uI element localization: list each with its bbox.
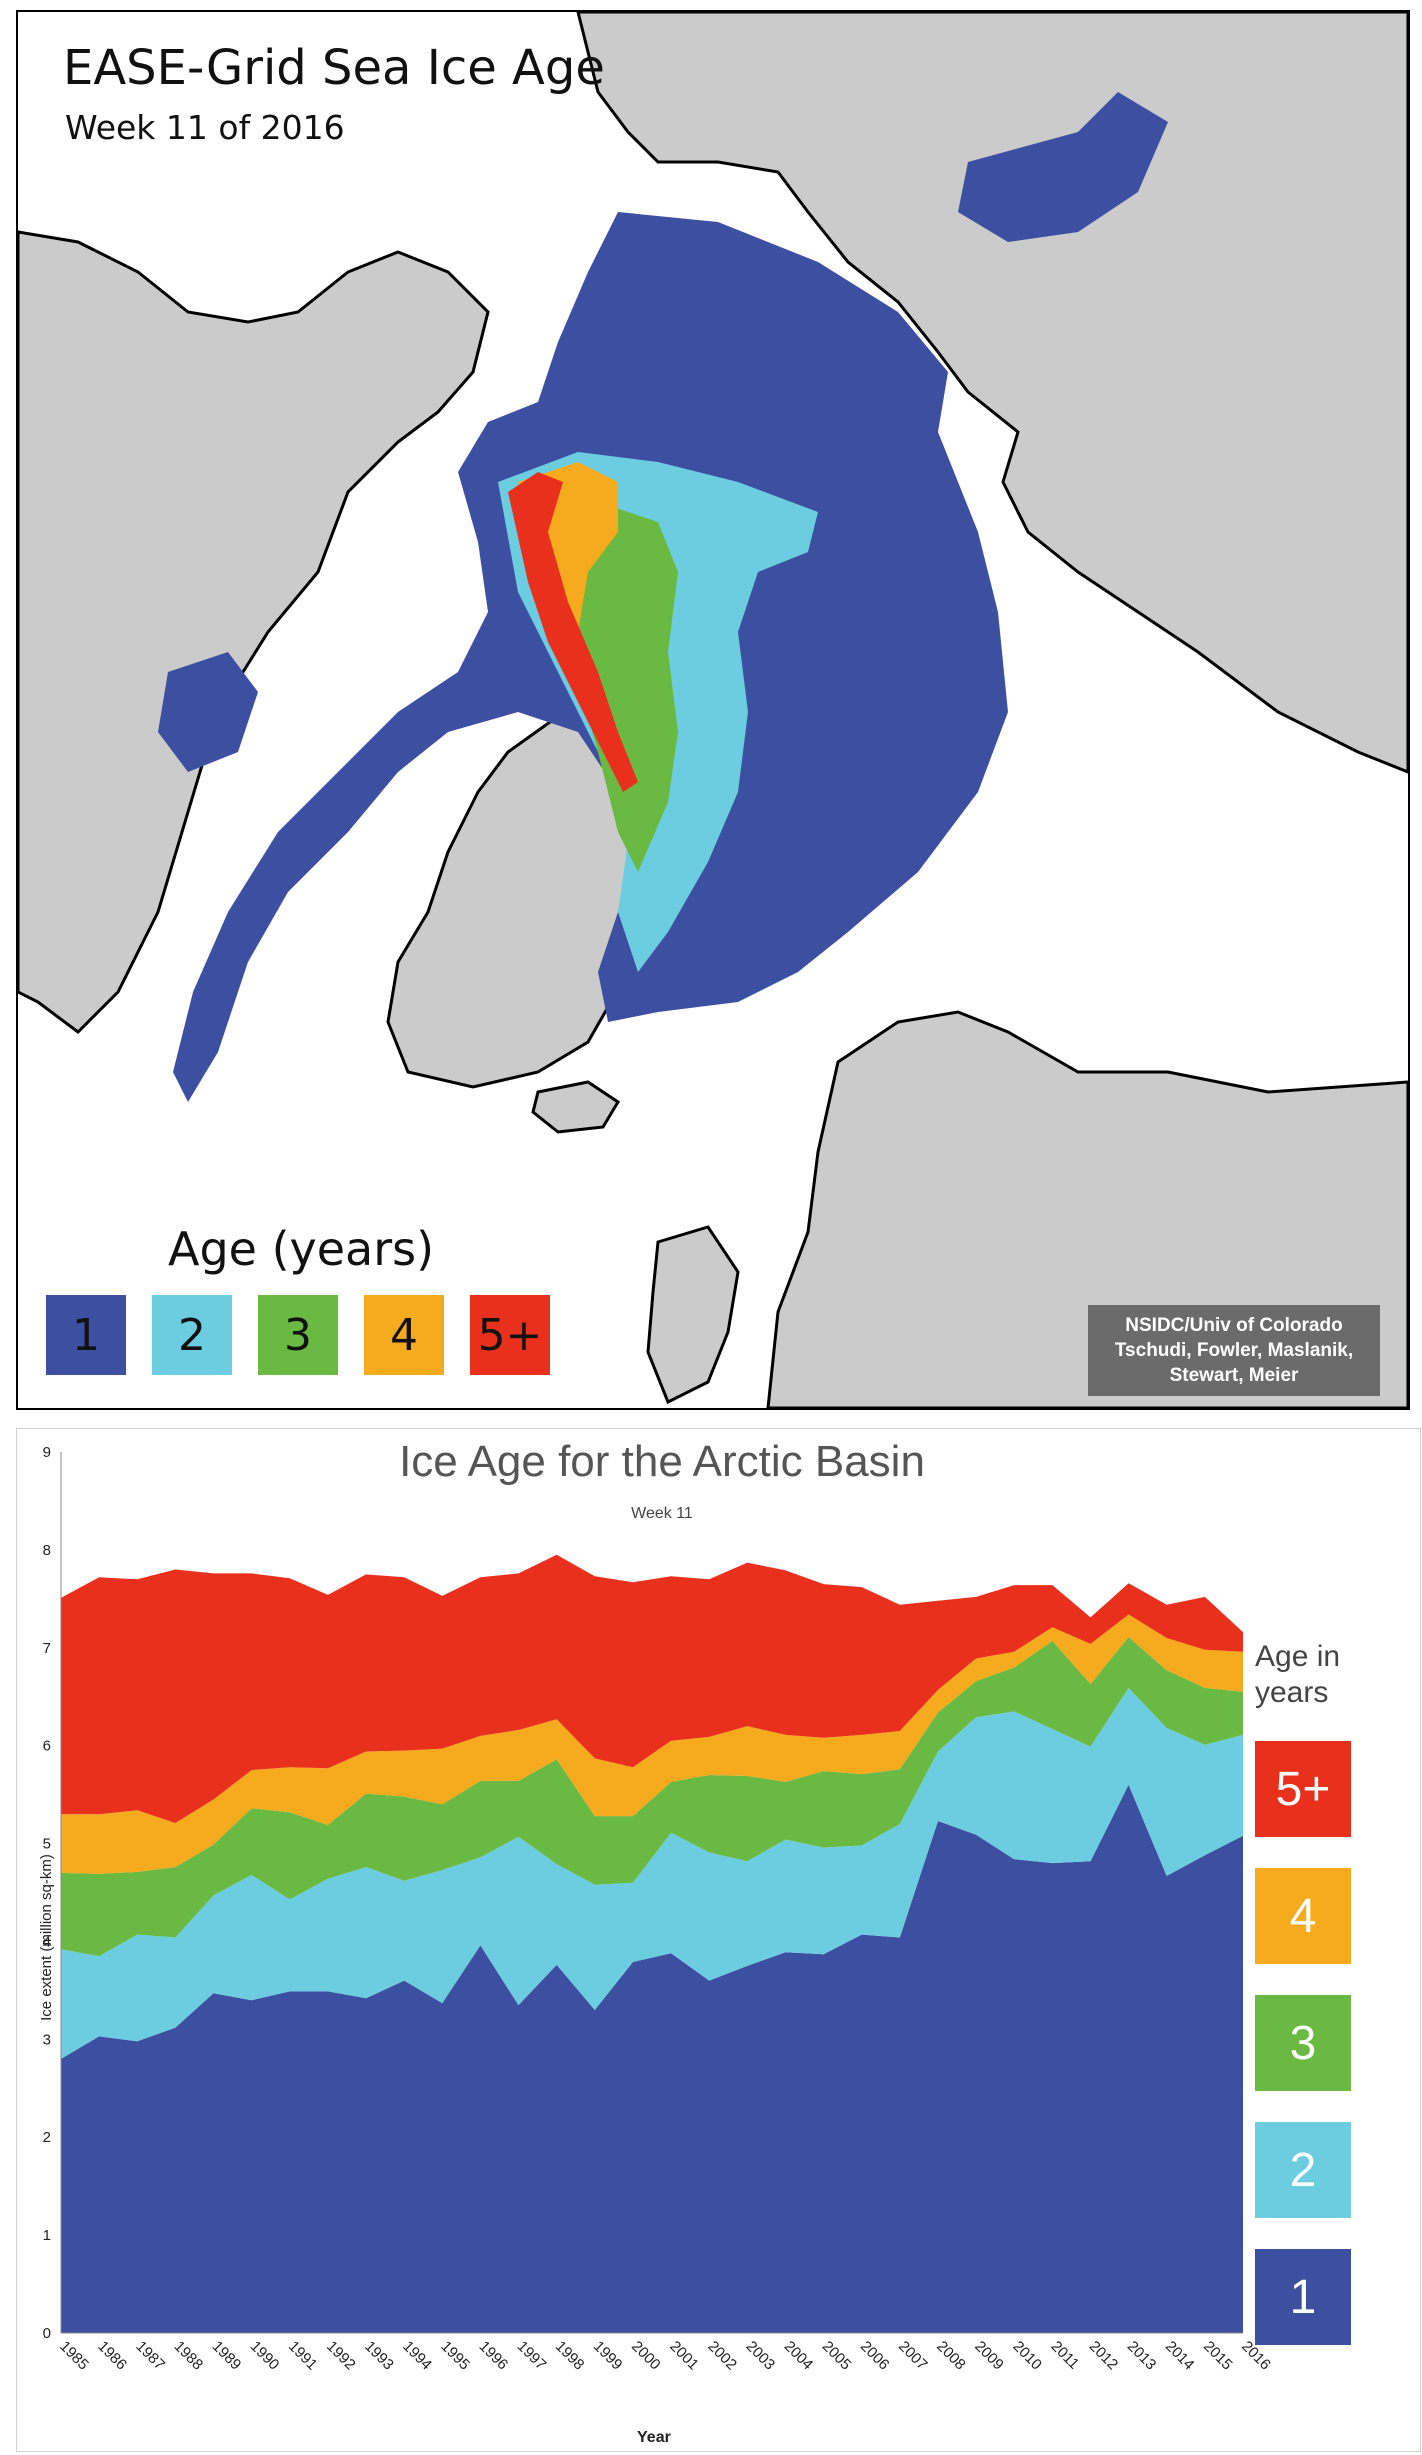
x-tick-label: 1995 — [437, 2338, 473, 2374]
y-tick-label: 8 — [43, 1542, 51, 1559]
british-isles-land — [646, 1225, 740, 1405]
y-tick-label: 5 — [43, 1836, 51, 1853]
x-tick-label: 2005 — [819, 2338, 855, 2374]
x-tick-label: 2012 — [1086, 2338, 1122, 2374]
chart-legend-label: 5+ — [1275, 1762, 1331, 1816]
y-tick-label: 2 — [43, 2129, 51, 2146]
age-legend-swatch: 2 — [152, 1295, 232, 1375]
credit-box: NSIDC/Univ of Colorado Tschudi, Fowler, … — [1088, 1305, 1380, 1396]
x-tick-label: 1986 — [94, 2338, 130, 2374]
chart-subtitle: Week 11 — [631, 1505, 693, 1522]
y-tick-label: 7 — [43, 1640, 51, 1657]
chart-legend-swatch: 4 — [1255, 1868, 1351, 1964]
area-layers — [61, 1554, 1243, 2333]
area-series-2 — [61, 1687, 1243, 2059]
x-tick-label: 2011 — [1048, 2338, 1083, 2373]
x-tick-label: 2014 — [1162, 2338, 1198, 2374]
chart-legend-label: 1 — [1289, 2270, 1317, 2324]
x-axis-label: Year — [637, 2429, 671, 2446]
chart-legend-swatch: 1 — [1255, 2249, 1351, 2345]
chart-title: Ice Age for the Arctic Basin — [399, 1437, 925, 1486]
iceland-land — [531, 1080, 621, 1134]
chart-legend-swatch: 2 — [1255, 2122, 1351, 2218]
x-tick-label: 1992 — [323, 2338, 359, 2374]
x-tick-label: 1988 — [171, 2338, 207, 2374]
x-tick-label: 1999 — [590, 2338, 626, 2374]
ice-age-1-hudson-region — [158, 652, 258, 772]
map-subtitle: Week 11 of 2016 — [65, 108, 345, 147]
map-title: EASE-Grid Sea Ice Age — [63, 40, 605, 96]
x-tick-label: 2001 — [666, 2338, 702, 2374]
area-series-1 — [61, 1784, 1243, 2333]
x-tick-label: 2009 — [971, 2338, 1007, 2374]
area-series-4 — [61, 1614, 1243, 1874]
age-legend-label: 4 — [390, 1309, 418, 1361]
x-tick-label: 2010 — [1009, 2338, 1045, 2374]
chart-legend-label: 3 — [1289, 2016, 1317, 2070]
y-tick-label: 9 — [43, 1444, 51, 1461]
x-tick-label: 1991 — [285, 2338, 321, 2374]
age-legend-label: 3 — [284, 1309, 312, 1361]
credit-line: Tschudi, Fowler, Maslanik, — [1114, 1340, 1354, 1361]
chart-legend-title: Age in years — [1255, 1640, 1341, 1709]
x-tick-label: 2000 — [628, 2338, 664, 2374]
age-legend-swatch: 4 — [364, 1295, 444, 1375]
x-tick-label: 2002 — [704, 2338, 740, 2374]
north-america-land — [18, 230, 490, 1034]
ice-age-chart-panel: 0 1 2 3 4 5 6 7 8 9 1985 1986 1987 1988 1989 1990 1991 19… — [16, 1428, 1421, 2452]
age-legend-swatch: 1 — [46, 1295, 126, 1375]
x-tick-label: 1998 — [552, 2338, 588, 2374]
x-tick-label: 2008 — [933, 2338, 969, 2374]
x-tick-label: 2013 — [1124, 2338, 1160, 2374]
x-tick-label: 2003 — [742, 2338, 778, 2374]
ice-age-map-panel: EASE-Grid Sea Ice Age Week 11 of 2016 Ag… — [16, 10, 1410, 1410]
chart-legend-label: 4 — [1289, 1889, 1317, 1943]
x-tick-label: 2015 — [1200, 2338, 1236, 2374]
x-tick-label: 1985 — [56, 2338, 92, 2374]
area-series-3 — [61, 1637, 1243, 1957]
age-legend-title: Age (years) — [168, 1222, 435, 1276]
ice-age-5plus-region — [508, 472, 638, 792]
age-legend-swatch: 5+ — [470, 1295, 550, 1375]
x-tick-label: 1987 — [132, 2338, 168, 2374]
x-tick-label: 1990 — [247, 2338, 283, 2374]
y-tick-label: 1 — [43, 2227, 51, 2244]
x-tick-label: 2007 — [895, 2338, 931, 2374]
y-tick-label: 3 — [43, 2031, 51, 2048]
credit-line: NSIDC/Univ of Colorado — [1125, 1315, 1343, 1336]
area-series-5plus — [61, 1554, 1243, 1823]
x-tick-label: 1997 — [514, 2338, 550, 2374]
age-legend-swatch: 3 — [258, 1295, 338, 1375]
y-tick-label: 4 — [43, 1933, 51, 1950]
eurasia-land-north — [576, 12, 1408, 774]
age-legend-label: 1 — [72, 1309, 100, 1361]
chart-legend-swatch: 5+ — [1255, 1741, 1351, 1837]
ice-age-1-pacific-region — [958, 92, 1168, 242]
x-tick-label: 2004 — [781, 2338, 817, 2374]
chart-legend-label: 2 — [1289, 2143, 1317, 2197]
x-tick-label: 1996 — [476, 2338, 512, 2374]
chart-legend-swatch: 3 — [1255, 1995, 1351, 2091]
y-tick-label: 6 — [43, 1738, 51, 1755]
credit-line: Stewart, Meier — [1169, 1365, 1299, 1386]
y-axis-label: Ice extent (million sq-km) — [37, 1854, 55, 2021]
x-tick-label: 1994 — [399, 2338, 435, 2374]
x-tick-label: 1989 — [209, 2338, 245, 2374]
y-tick-label: 0 — [43, 2325, 51, 2342]
x-tick-label: 1993 — [361, 2338, 397, 2374]
age-legend-label: 2 — [178, 1309, 206, 1361]
age-legend-label: 5+ — [477, 1309, 543, 1361]
arctic-map — [18, 12, 1408, 1408]
x-tick-label: 2006 — [857, 2338, 893, 2374]
